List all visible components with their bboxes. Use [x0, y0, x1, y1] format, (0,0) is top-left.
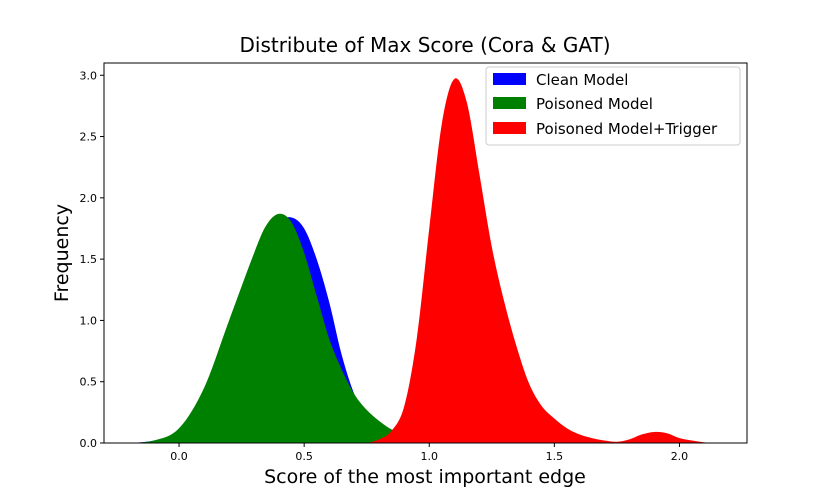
x-tick-label: 0.5: [295, 450, 313, 463]
legend-label-trigger: Poisoned Model+Trigger: [536, 120, 718, 138]
area-series-1: [129, 213, 430, 443]
chart-title: Distribute of Max Score (Cora & GAT): [239, 33, 610, 57]
legend-label-poisoned: Poisoned Model: [536, 95, 653, 113]
y-ticks: 0.0 0.5 1.0 1.5 2.0 2.5 3.0: [80, 69, 104, 450]
x-tick-label: 0.0: [170, 450, 188, 463]
plot-frame: [103, 62, 748, 444]
x-tick-label: 2.0: [671, 450, 689, 463]
y-tick-label: 3.0: [80, 69, 98, 82]
legend-swatch-poisoned: [493, 97, 526, 109]
y-tick-label: 2.5: [80, 131, 98, 144]
legend: Clean Model Poisoned Model Poisoned Mode…: [485, 66, 741, 146]
legend-label-clean: Clean Model: [536, 71, 628, 89]
y-tick-label: 1.0: [80, 314, 98, 327]
y-tick-label: 1.5: [80, 253, 98, 266]
x-tick-label: 1.5: [546, 450, 564, 463]
area-series-2: [366, 78, 717, 444]
y-axis-label: Frequency: [51, 204, 73, 302]
plot-areas: [129, 78, 717, 444]
legend-box: [485, 66, 741, 146]
legend-swatch-clean: [493, 73, 526, 85]
y-tick-label: 0.0: [80, 437, 98, 450]
y-tick-label: 0.5: [80, 376, 98, 389]
y-tick-label: 2.0: [80, 192, 98, 205]
x-ticks: 0.0 0.5 1.0 1.5 2.0: [170, 443, 688, 463]
legend-swatch-trigger: [493, 122, 526, 134]
x-tick-label: 1.0: [421, 450, 439, 463]
x-axis-label: Score of the most important edge: [264, 466, 586, 488]
